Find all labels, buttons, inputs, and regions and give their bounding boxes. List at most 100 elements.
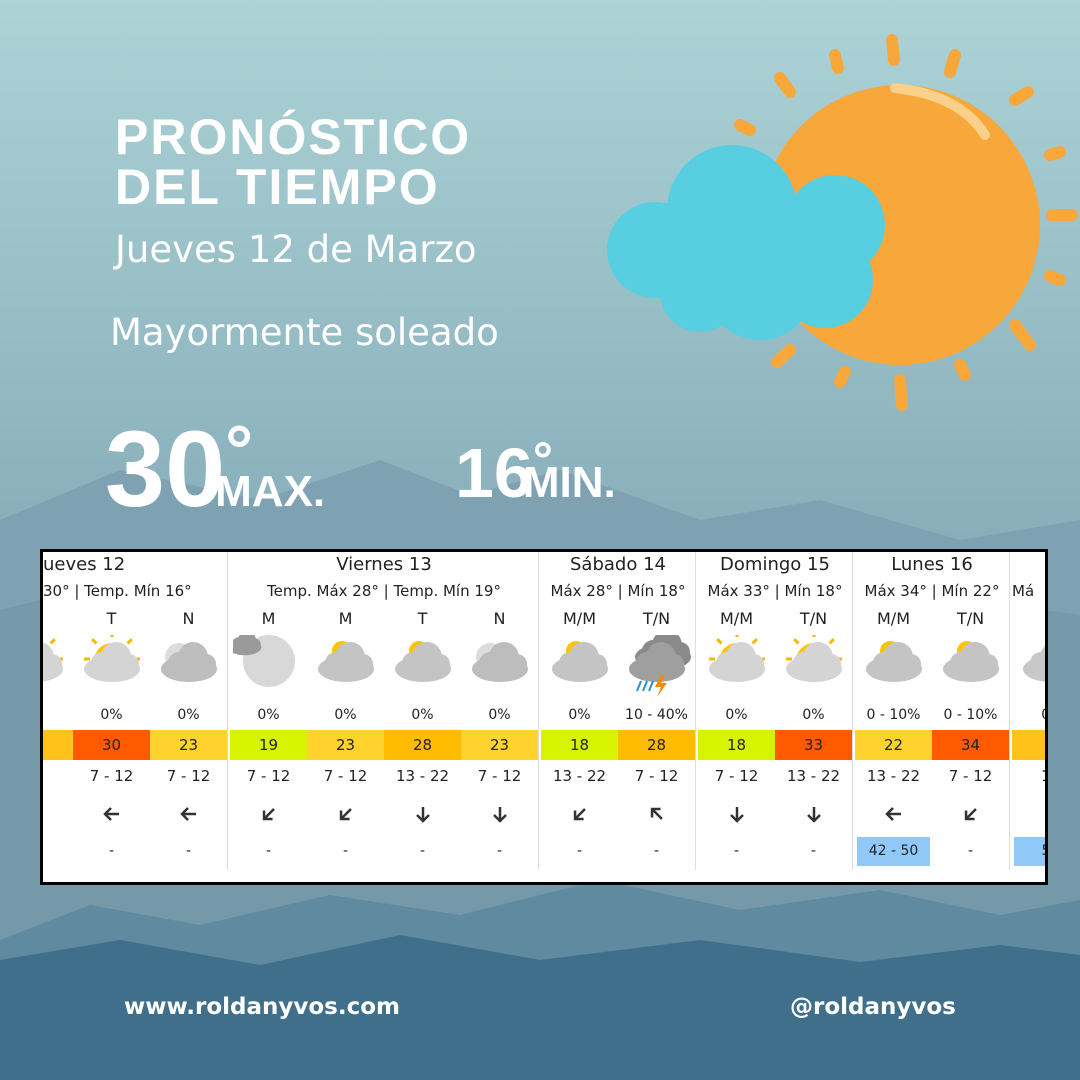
icon [865, 641, 922, 682]
wind: 13 - 22 [786, 767, 841, 785]
arrow-icon [729, 807, 744, 823]
weather-icon [150, 635, 227, 699]
precipitation: 0% [100, 707, 123, 723]
day-name: Viernes 13 [336, 554, 432, 575]
handle: @roldanyvos [790, 994, 956, 1020]
cloud [607, 145, 885, 340]
wind: 2 [43, 767, 73, 785]
gust: - [496, 843, 503, 859]
weather-icon [541, 635, 618, 699]
weather-icon [775, 631, 852, 699]
period: T/N [799, 609, 828, 628]
day-name: Lunes 16 [891, 554, 973, 575]
period: M/M [720, 609, 753, 628]
wind: 7 - 12 [714, 767, 759, 785]
day-summary: Máx 33° | Mín 18° [707, 582, 843, 600]
wind: 7 - 12 [246, 767, 291, 785]
wind-arrow [855, 804, 932, 824]
wind: 7 - 12 [323, 767, 368, 785]
day-name: ueves 12 [43, 554, 126, 575]
arrow-icon [806, 807, 821, 823]
precipitation: 0% [411, 707, 434, 723]
weather-icon [932, 635, 1009, 699]
weather-icon [43, 635, 73, 699]
weather-icon [461, 635, 538, 699]
period: N [182, 609, 195, 628]
max-temp: 30°MAX. [105, 395, 325, 547]
gust: - [967, 843, 974, 859]
wind-arrow [698, 804, 775, 824]
website: www.roldanyvos.com [124, 994, 401, 1020]
min-label: MIN. [522, 458, 616, 507]
icon [394, 641, 451, 682]
temperature: 19 [230, 730, 307, 760]
precipitation: 0% [177, 707, 200, 723]
separator [852, 552, 853, 870]
weather-icon [384, 635, 461, 699]
gust: 42 - 50 [857, 837, 930, 866]
arrow-icon [339, 808, 352, 821]
wind: 7 - 12 [634, 767, 679, 785]
period: M [338, 609, 353, 628]
separator [227, 552, 228, 870]
wind-arrow [461, 804, 538, 824]
weather-icon [307, 635, 384, 699]
arrow-icon [964, 808, 977, 821]
temperature: 28 [384, 730, 461, 760]
temperature: 23 [307, 730, 384, 760]
wind-arrow [932, 804, 1009, 824]
temperature: 33 [775, 730, 852, 760]
degree: ° [532, 432, 553, 488]
icon [43, 638, 63, 682]
gust: - [265, 843, 272, 859]
title: DEL TIEMPO [115, 159, 440, 215]
wind-arrow [541, 804, 618, 824]
icon [83, 631, 140, 682]
min-temp: 16°MIN. [455, 420, 616, 523]
separator [538, 552, 539, 870]
wind: 7 - 12 [89, 767, 134, 785]
weather-icon [855, 635, 932, 699]
max-value: 30 [105, 408, 226, 529]
wind-arrow [307, 804, 384, 824]
precipitation: 0% [725, 707, 748, 723]
period: T/N [956, 609, 985, 628]
wind: 7 - 12 [166, 767, 211, 785]
icon [942, 641, 999, 682]
temperature: 28 [618, 730, 695, 760]
day-summary: 30° | Temp. Mín 16° [43, 582, 192, 600]
weather-icon [227, 631, 307, 699]
icon [551, 641, 608, 682]
period: M/M [877, 609, 910, 628]
icon [785, 631, 842, 682]
precipitation: 0 - 10% [866, 707, 921, 723]
wind-arrow [73, 804, 150, 824]
period: M [261, 609, 276, 628]
period: N [493, 609, 506, 628]
wind-arrow [775, 804, 852, 824]
icon [160, 642, 217, 682]
arrow-icon [650, 807, 663, 820]
temperature: 18 [541, 730, 618, 760]
max-label: MAX. [215, 467, 326, 516]
temperature: 23 [150, 730, 227, 760]
weather-icon [73, 631, 150, 699]
wind-arrow [384, 804, 461, 824]
precipitation: 0 - 10% [943, 707, 998, 723]
day-name: Sábado 14 [570, 554, 666, 575]
wind-arrow [230, 804, 307, 824]
weather-icon [698, 631, 775, 699]
wind-arrow [618, 804, 695, 824]
separator [695, 552, 696, 870]
weather-icon [1012, 635, 1045, 699]
arrow-icon [492, 807, 507, 823]
title: PRONÓSTICO [115, 109, 472, 165]
gust: - [653, 843, 660, 859]
temperature: 18 [698, 730, 775, 760]
gust: - [419, 843, 426, 859]
temperature: 23 [461, 730, 538, 760]
day-name: Domingo 15 [720, 554, 830, 575]
icon [471, 642, 528, 682]
gust: - [185, 843, 192, 859]
